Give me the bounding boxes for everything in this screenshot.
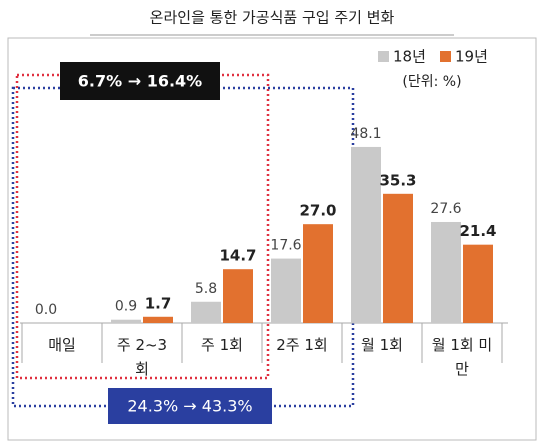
annotation-box [108, 388, 272, 424]
bar [351, 146, 381, 323]
bar [303, 224, 333, 323]
chart-title: 온라인을 통한 가공식품 구입 주기 변화 [150, 9, 395, 27]
legend-swatch [378, 51, 389, 62]
bar [463, 244, 493, 323]
data-label: 27.0 [299, 202, 336, 220]
highlight-box [11, 86, 355, 408]
data-label: 1.7 [145, 294, 172, 312]
data-label: 0.0 [35, 302, 57, 318]
data-label: 0.9 [115, 299, 137, 315]
bar [143, 316, 173, 323]
data-label: 35.3 [379, 171, 416, 189]
x-tick-label: 2주 1회 [276, 336, 328, 354]
x-tick-label: 월 1회 미만 [431, 336, 493, 378]
data-label: 48.1 [350, 126, 381, 142]
legend-label: 19년 [455, 48, 488, 66]
data-label: 27.6 [430, 201, 461, 217]
annotation-box [60, 62, 220, 100]
data-label: 14.7 [219, 247, 256, 265]
data-label: 21.4 [459, 222, 496, 240]
unit: (단위: %) [402, 74, 461, 90]
bar [111, 319, 141, 323]
frame [7, 37, 537, 441]
bar [191, 301, 221, 323]
bar [223, 269, 253, 323]
data-label: 5.8 [195, 281, 217, 297]
annotation: 24.3% → 43.3% [127, 397, 252, 416]
bar [271, 258, 301, 323]
x-tick-label: 주 1회 [201, 336, 243, 354]
x-tick-label: 주 2~3회 [116, 336, 168, 378]
data-label: 17.6 [270, 238, 301, 254]
legend-swatch [440, 51, 451, 62]
bar [431, 221, 461, 323]
x-tick-label: 매일 [48, 336, 76, 354]
x-tick-label: 월 1회 [361, 336, 403, 354]
annotation: 6.7% → 16.4% [78, 72, 202, 91]
bar [383, 193, 413, 323]
legend-label: 18년 [393, 48, 426, 66]
